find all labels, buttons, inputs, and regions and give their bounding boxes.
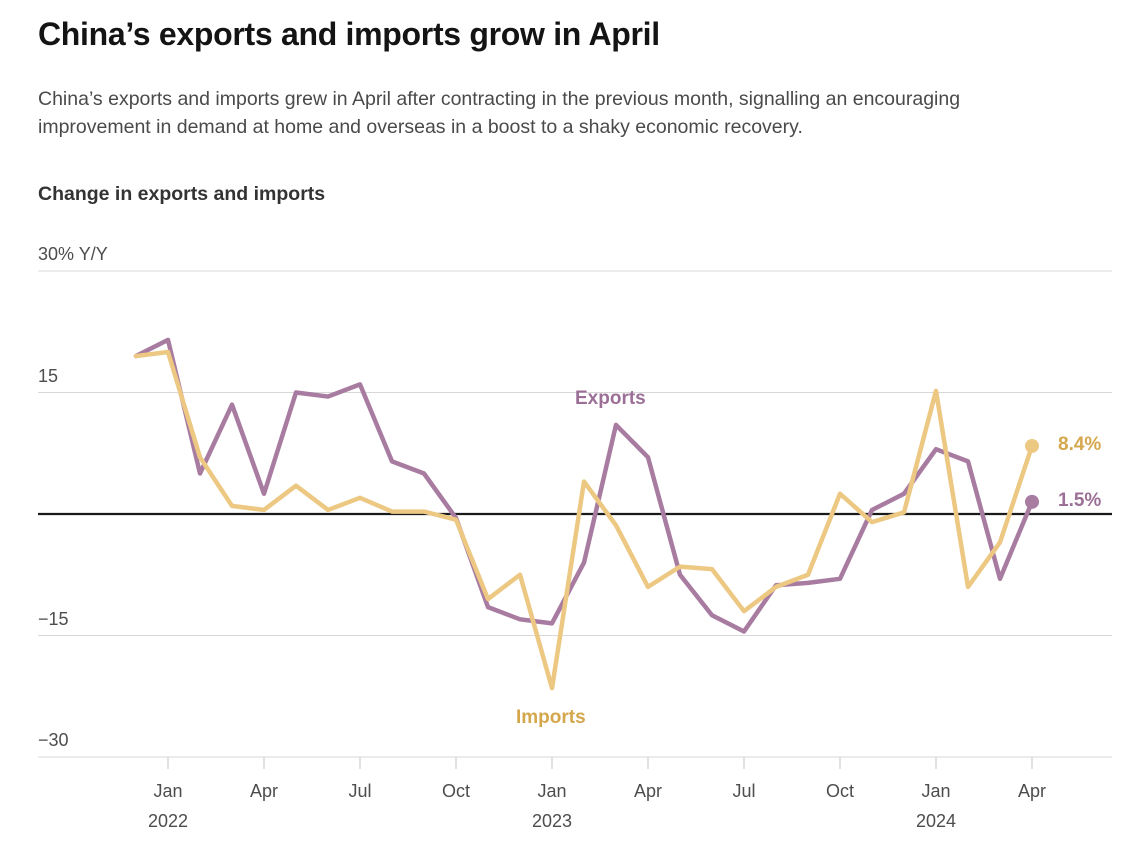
exports-line [133,337,1035,634]
imports-line [133,349,1035,691]
page-subtitle: China’s exports and imports grew in Apri… [38,88,961,138]
chart-heading: Change in exports and imports [38,183,326,205]
imports-end-dot [1025,438,1039,453]
exports-end-dot [1025,494,1039,509]
page-title: China’s exports and imports grow in Apri… [38,16,660,52]
